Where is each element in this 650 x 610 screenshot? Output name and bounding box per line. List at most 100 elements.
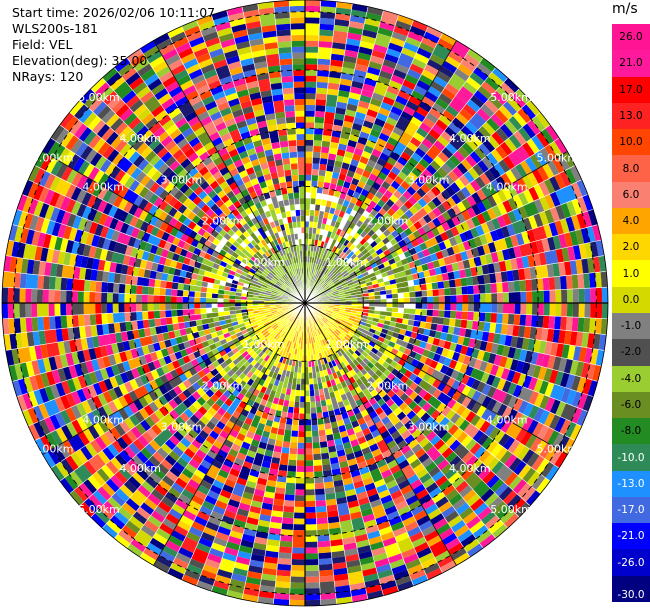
range-ring [246,244,364,362]
velocity-bin-group [3,11,599,589]
range-ring-label: 5.00km [537,151,579,164]
colorbar-tick-label: -30.0 [617,588,645,601]
range-ring-label: 3.00km [408,421,450,434]
colorbar-tick-label: -2.0 [620,346,642,359]
colorbar-tick-label: -6.0 [620,398,642,411]
range-ring-label: 4.00km [449,462,491,475]
colorbar-segment [612,102,650,130]
azimuth-spoke [42,302,306,455]
range-ring-label: 5.00km [78,91,120,104]
range-ring-label: 5.00km [78,503,120,516]
range-ring-label: 2.00km [202,215,244,228]
colorbar-tick-label: 1.0 [622,267,640,280]
range-ring [129,127,481,479]
field-name: Field: VEL [12,37,73,52]
range-rings [1,0,609,607]
colorbar-tick-label: -21.0 [617,530,645,543]
scan-info: Start time: 2026/02/06 10:11:07 WLS200s-… [12,5,215,85]
colorbar-tick-label: 2.0 [622,241,640,254]
start-time: Start time: 2026/02/06 10:11:07 [12,5,216,20]
colorbar-tick-label: 8.0 [622,162,640,175]
range-ring-label: 4.00km [119,132,161,145]
range-ring-label: 5.00km [32,443,74,456]
colorbar-tick-label: 10.0 [619,136,643,149]
azimuth-spoke [153,302,306,566]
colorbar-segment [612,286,650,314]
range-ring [71,69,539,537]
range-ring-label: 1.00km [325,256,367,269]
colorbar-tick-label: -8.0 [620,425,642,438]
colorbar-segment [612,260,650,288]
elevation: Elevation(deg): 35.00 [12,53,148,68]
colorbar-segment [612,418,650,445]
ppi-plot: 1.00km 1.00km 1.00km 1.00km 2.00km 2.00km 2.00… [1,0,609,607]
colorbar-segment [612,549,650,577]
velocity-bin-group [7,20,601,597]
colorbar-segment [612,470,650,498]
colorbar-tick-label: 0.0 [622,293,640,306]
range-ring-label: 4.00km [82,414,124,427]
velocity-bin-group [14,1,602,605]
range-ring-label: 4.00km [82,180,124,193]
colorbar-tick-label: 26.0 [619,31,643,44]
range-ring-label: 2.00km [202,379,244,392]
range-ring-label: 5.00km [32,151,74,164]
colorbar-segment [612,76,650,104]
azimuth-spoke [304,302,568,455]
velocity-bin-group [19,3,608,594]
range-ring-label: 1.00km [243,338,285,351]
range-ring-label: 1.00km [243,256,285,269]
colorbar-segment [612,575,650,603]
colorbar-tick-label: -26.0 [617,556,645,569]
colorbar-tick-label: -17.0 [617,504,645,517]
scan-boundary [1,0,609,607]
range-ring-label: 2.00km [367,379,409,392]
range-ring-label: 3.00km [161,421,203,434]
range-ring-label: 4.00km [486,414,528,427]
colorbar-segment [612,496,650,524]
colorbar-segment [612,50,650,78]
colorbar-tick-label: 21.0 [619,57,643,70]
azimuth-spoke [153,40,306,304]
colorbar-segment [612,444,650,472]
colorbar-segment [612,24,650,51]
range-ring-label: 3.00km [408,173,450,186]
instrument-name: WLS200s-181 [12,21,98,36]
range-ring-label: 4.00km [119,462,161,475]
azimuth-spokes [2,0,608,606]
colorbar-tick-label: 4.0 [622,215,640,228]
colorbar-segment [612,523,650,550]
colorbar-segment [612,234,650,261]
range-ring-label: 5.00km [537,443,579,456]
colorbar-tick-label: 6.0 [622,188,640,201]
velocity-bin-group [12,15,608,586]
range-ring [188,186,422,420]
velocity-bin-group [25,25,591,606]
colorbar-tick-label: -10.0 [617,451,645,464]
colorbar-segment [612,391,650,419]
range-ring-label: 1.00km [325,338,367,351]
colorbar-tick-label: 17.0 [619,83,643,96]
range-ring-label: 5.00km [490,91,532,104]
range-ring-label: 5.00km [490,503,532,516]
colorbar-tick-label: -4.0 [620,372,642,385]
colorbar-segment [612,313,650,340]
range-ring [13,11,597,595]
colorbar-segment [612,181,650,209]
range-ring-label: 3.00km [161,173,203,186]
range-ring-label: 2.00km [367,215,409,228]
range-ring-label: 4.00km [449,132,491,145]
range-ring-labels: 1.00km 1.00km 1.00km 1.00km 2.00km 2.00km 2.00… [32,91,578,516]
colorbar-tick-label: 13.0 [619,109,643,122]
colorbar-tick-label: -1.0 [620,320,642,333]
colorbar-tick-label: -13.0 [617,477,645,490]
colorbar: 26.0 21.0 17.0 13.0 10.0 8.0 6.0 4.0 2.0 1.0 0.0 -1… [612,24,650,603]
ray-count: NRays: 120 [12,69,84,84]
azimuth-spoke [304,40,457,304]
range-ring-label: 4.00km [486,180,528,193]
colorbar-segment [612,365,650,393]
colorbar-segment [612,155,650,183]
azimuth-spoke [304,302,457,566]
velocity-bin-group [11,32,608,594]
colorbar-segment [612,129,650,156]
